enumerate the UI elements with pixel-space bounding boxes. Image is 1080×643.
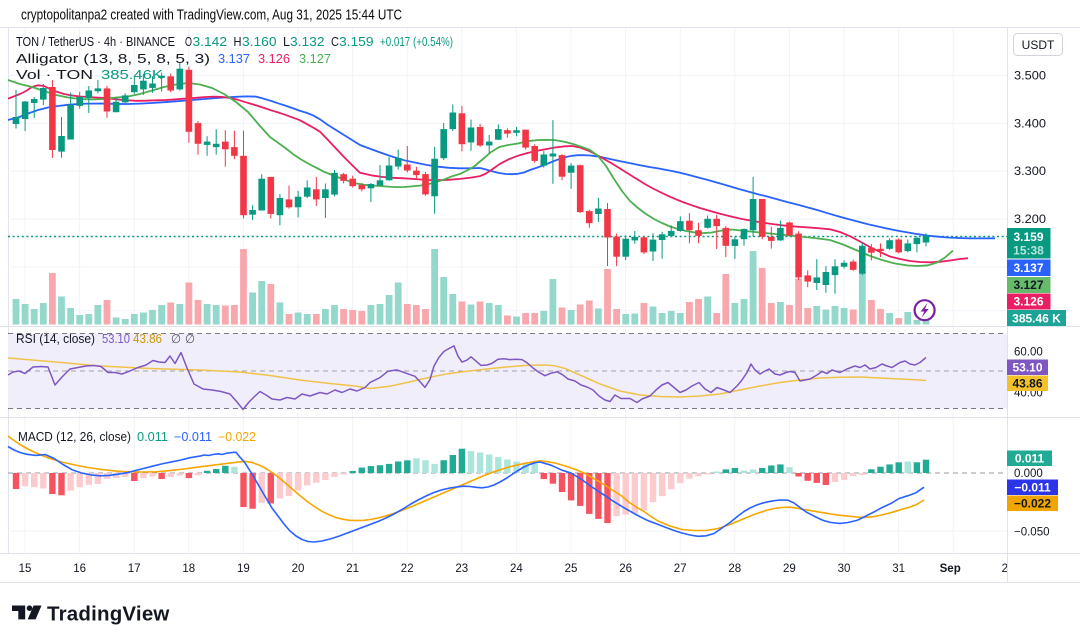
svg-text:28: 28 (728, 563, 741, 575)
svg-text:3.200: 3.200 (1014, 214, 1046, 226)
svg-text:−0.011: −0.011 (1014, 481, 1051, 495)
svg-text:TON / TetherUS · 4h · BINANCE: TON / TetherUS · 4h · BINANCE (16, 35, 175, 49)
svg-text:22: 22 (401, 563, 414, 575)
svg-text:−0.050: −0.050 (1014, 527, 1050, 539)
svg-text:+0.017 (+0.54%): +0.017 (+0.54%) (380, 35, 453, 49)
svg-text:3.500: 3.500 (1014, 70, 1046, 82)
svg-text:43.86: 43.86 (133, 332, 162, 346)
svg-text:USDT: USDT (1022, 38, 1055, 52)
svg-text:TradingView: TradingView (47, 603, 170, 626)
svg-text:3.126: 3.126 (258, 52, 290, 66)
svg-text:3.137: 3.137 (218, 52, 250, 66)
svg-text:21: 21 (346, 563, 359, 575)
svg-text:H: H (234, 35, 242, 49)
svg-text:RSI (14, close): RSI (14, close) (16, 332, 95, 346)
svg-text:3.142: 3.142 (193, 35, 228, 49)
svg-text:24: 24 (510, 563, 523, 575)
svg-text:16: 16 (73, 563, 86, 575)
svg-text:385.46 K: 385.46 K (1012, 312, 1061, 326)
svg-text:3.160: 3.160 (242, 35, 277, 49)
svg-text:0.011: 0.011 (137, 430, 168, 444)
svg-text:20: 20 (292, 563, 305, 575)
svg-text:27: 27 (674, 563, 687, 575)
svg-text:0.000: 0.000 (1014, 468, 1043, 480)
svg-text:3.126: 3.126 (1013, 295, 1043, 309)
svg-text:O: O (185, 35, 192, 49)
svg-text:∅: ∅ (185, 332, 195, 346)
svg-text:53.10: 53.10 (1012, 361, 1042, 375)
svg-text:MACD (12, 26, close): MACD (12, 26, close) (18, 430, 131, 444)
svg-text:18: 18 (182, 563, 195, 575)
svg-text:3.137: 3.137 (1013, 261, 1043, 275)
svg-text:∅: ∅ (171, 332, 181, 346)
svg-text:60.00: 60.00 (1014, 347, 1043, 359)
svg-text:15: 15 (19, 563, 32, 575)
svg-text:17: 17 (128, 563, 141, 575)
svg-text:19: 19 (237, 563, 250, 575)
svg-text:Alligator (13, 8, 5, 8, 5, 3): Alligator (13, 8, 5, 8, 5, 3) (16, 52, 210, 66)
svg-text:Sep: Sep (940, 563, 961, 575)
svg-text:−0.022: −0.022 (1014, 497, 1051, 511)
svg-text:3.159: 3.159 (339, 35, 374, 49)
svg-text:53.10: 53.10 (102, 332, 130, 346)
svg-text:−0.011: −0.011 (174, 430, 212, 444)
svg-text:15:38: 15:38 (1013, 244, 1044, 258)
svg-text:29: 29 (783, 563, 796, 575)
svg-text:26: 26 (619, 563, 632, 575)
svg-text:−0.022: −0.022 (218, 430, 256, 444)
svg-text:3.132: 3.132 (290, 35, 325, 49)
svg-text:31: 31 (892, 563, 905, 575)
svg-text:L: L (283, 35, 290, 49)
svg-text:3.400: 3.400 (1014, 118, 1046, 130)
svg-text:Vol · TON: Vol · TON (16, 68, 93, 82)
svg-text:43.86: 43.86 (1012, 377, 1042, 391)
svg-text:385.46K: 385.46K (101, 68, 164, 82)
svg-text:25: 25 (565, 563, 578, 575)
svg-text:3.127: 3.127 (1013, 278, 1043, 292)
svg-text:3.159: 3.159 (1013, 230, 1043, 244)
svg-text:23: 23 (455, 563, 468, 575)
svg-text:30: 30 (838, 563, 851, 575)
svg-text:2: 2 (1002, 563, 1008, 575)
svg-text:3.127: 3.127 (299, 52, 331, 66)
svg-text:0.011: 0.011 (1015, 452, 1045, 466)
svg-text:cryptopolitanpa2 created with: cryptopolitanpa2 created with TradingVie… (21, 7, 402, 24)
svg-text:C: C (331, 35, 339, 49)
svg-text:3.300: 3.300 (1014, 166, 1046, 178)
